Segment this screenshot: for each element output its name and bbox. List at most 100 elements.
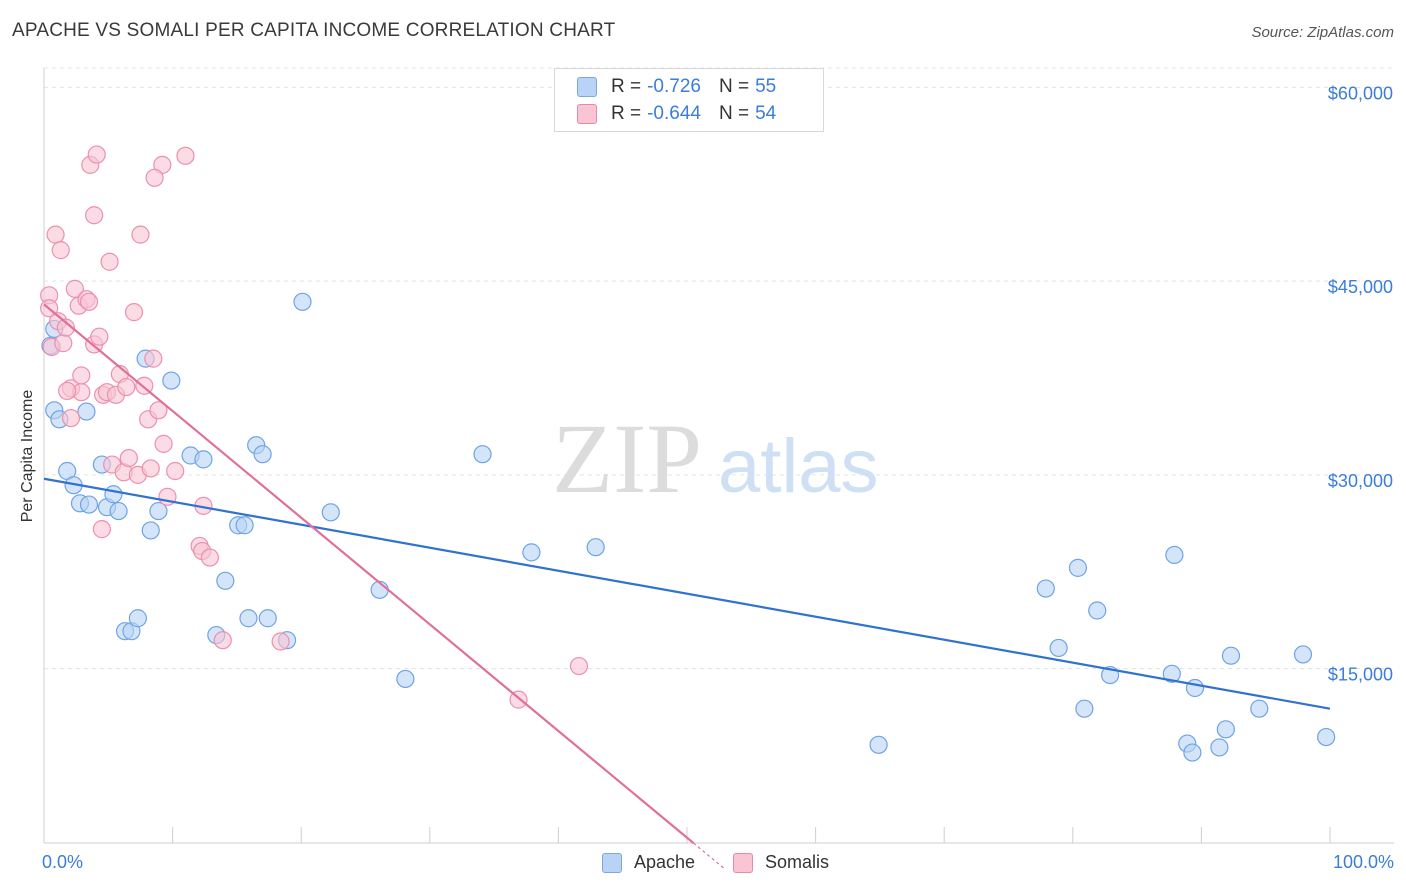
point-somalis	[87, 145, 106, 164]
point-somalis	[54, 334, 73, 353]
point-somalis	[154, 434, 173, 453]
point-apache	[1049, 638, 1068, 658]
point-somalis	[149, 401, 168, 420]
point-apache	[79, 495, 99, 514]
point-somalis	[65, 279, 84, 298]
point-somalis	[85, 206, 104, 225]
point-somalis	[51, 241, 70, 260]
trend-line-extension-somalis	[693, 842, 726, 871]
point-apache	[321, 503, 340, 522]
point-somalis	[72, 366, 91, 385]
point-apache	[1075, 699, 1094, 718]
point-apache	[1317, 727, 1336, 747]
legend-row-apache: R = -0.726 N = 55	[577, 75, 776, 99]
point-apache	[104, 485, 123, 504]
legend-n-label: N =	[718, 103, 750, 124]
point-apache	[1221, 646, 1241, 665]
point-apache	[1250, 699, 1269, 718]
point-somalis	[46, 225, 65, 244]
point-apache	[149, 501, 168, 521]
x-tick-min: 0.0%	[42, 852, 84, 872]
series-swatch-apache	[602, 852, 622, 873]
point-somalis	[213, 631, 232, 650]
legend-row-somalis: R = -0.644 N = 54	[577, 102, 776, 126]
watermark: ZIP atlas	[552, 403, 879, 514]
series-legend: Apache Somalis	[0, 852, 1406, 876]
legend-swatch-somalis	[577, 104, 597, 124]
point-somalis	[124, 303, 144, 322]
point-apache	[216, 571, 235, 590]
point-somalis	[92, 520, 111, 539]
point-somalis	[131, 225, 150, 244]
legend-r-value: -0.726	[647, 76, 701, 97]
point-apache	[109, 501, 128, 521]
point-somalis	[90, 327, 109, 346]
point-somalis	[200, 548, 219, 567]
series-legend-somalis[interactable]: Somalis	[733, 852, 829, 873]
series-label-somalis: Somalis	[765, 852, 830, 872]
x-tick-max: 100.0%	[1332, 852, 1394, 872]
y-tick-label: $60,000	[1328, 83, 1393, 103]
legend-r-label: R =	[611, 76, 642, 97]
point-somalis	[166, 461, 185, 481]
point-somalis	[271, 632, 290, 651]
y-tick-label: $30,000	[1328, 471, 1393, 491]
y-tick-labels: $15,000 $30,000 $45,000 $60,000	[1328, 83, 1393, 684]
point-somalis	[144, 349, 163, 368]
point-apache	[1162, 664, 1181, 683]
legend-n-value: 54	[755, 103, 777, 124]
point-apache	[522, 543, 541, 562]
legend-r-label: R =	[611, 103, 642, 124]
series-legend-apache[interactable]: Apache	[602, 852, 695, 873]
point-apache	[1088, 601, 1107, 620]
point-apache	[1210, 738, 1229, 757]
watermark-zip: ZIP	[552, 403, 702, 514]
legend-n-value: 55	[755, 76, 777, 97]
point-somalis	[141, 459, 160, 478]
legend-r-value: -0.644	[647, 103, 701, 124]
point-apache	[1293, 645, 1313, 664]
y-tick-label: $45,000	[1328, 277, 1393, 297]
trend-lines	[43, 303, 1331, 871]
point-apache	[1183, 743, 1202, 762]
point-somalis	[58, 381, 77, 401]
point-somalis	[176, 146, 195, 165]
stats-legend: R = -0.726 N = 55 R = -0.644 N = 54	[554, 68, 824, 132]
point-somalis	[61, 408, 81, 428]
point-apache	[141, 521, 160, 540]
point-somalis	[569, 656, 589, 676]
point-somalis	[100, 252, 119, 271]
y-tick-label: $15,000	[1328, 665, 1393, 685]
point-somalis	[117, 377, 136, 397]
watermark-atlas: atlas	[718, 424, 879, 509]
series-swatch-somalis	[733, 852, 753, 873]
trend-line-somalis	[43, 303, 695, 844]
point-apache	[293, 292, 312, 311]
chart-title: APACHE VS SOMALI PER CAPITA INCOME CORRE…	[12, 20, 616, 41]
point-apache	[1036, 579, 1055, 598]
point-somalis	[56, 318, 75, 337]
point-somalis	[79, 292, 99, 311]
legend-swatch-apache	[577, 77, 597, 97]
series-label-apache: Apache	[634, 852, 696, 872]
point-apache	[253, 445, 272, 464]
point-apache	[162, 371, 181, 390]
point-apache	[869, 735, 888, 754]
point-apache	[586, 538, 605, 557]
point-apache	[194, 450, 213, 469]
point-apache	[1165, 545, 1184, 565]
point-apache	[77, 402, 96, 421]
point-apache	[396, 669, 415, 689]
point-apache	[473, 445, 492, 464]
gridlines	[44, 67, 1394, 670]
point-apache	[128, 609, 147, 628]
point-apache	[1216, 720, 1235, 739]
point-apache	[258, 609, 277, 628]
axes	[43, 68, 1394, 844]
point-somalis	[119, 448, 138, 468]
trend-line-apache	[43, 477, 1331, 710]
source-label: Source: ZipAtlas.com	[1251, 24, 1394, 41]
legend-n-label: N =	[718, 76, 750, 97]
point-apache	[235, 516, 254, 535]
